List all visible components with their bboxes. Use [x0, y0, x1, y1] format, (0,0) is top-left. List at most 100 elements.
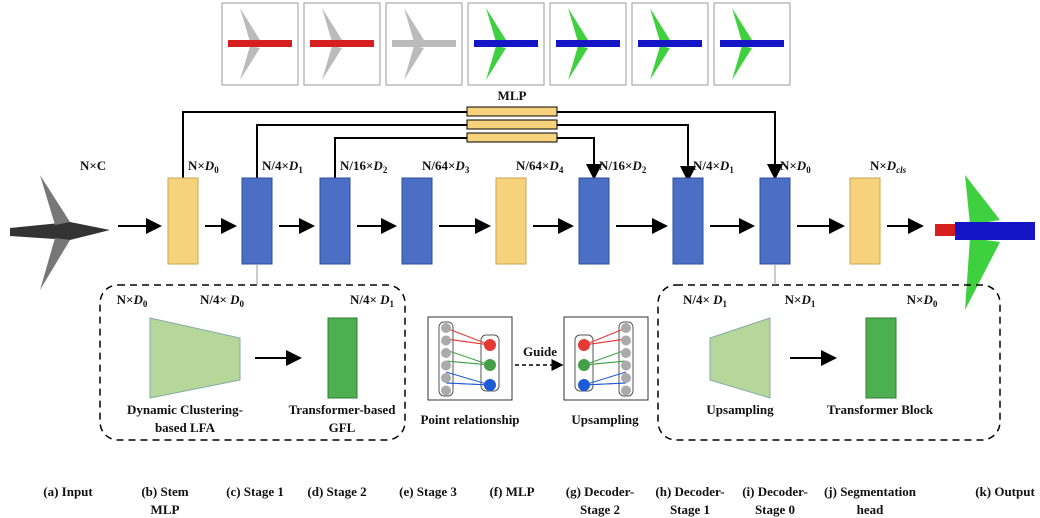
center: [578, 359, 590, 371]
dim-var: D: [712, 292, 723, 307]
point: [441, 336, 451, 346]
fuselage: [310, 40, 374, 47]
dim-var: D: [454, 158, 465, 173]
caption: (a) Input: [43, 484, 93, 499]
point: [441, 373, 451, 383]
fuselage: [638, 40, 702, 47]
input-cloud: [10, 175, 110, 290]
dim-var: D: [288, 158, 299, 173]
block: [760, 178, 790, 264]
tb-shape: [866, 318, 896, 398]
dim-var: D: [922, 292, 933, 307]
caption: (k) Output: [975, 484, 1035, 499]
caption: (j) Segmentation: [824, 484, 917, 499]
point: [621, 336, 631, 346]
dim-sub: 0: [143, 299, 148, 309]
dim-var: D: [132, 292, 143, 307]
dim-var: D: [229, 292, 240, 307]
caption-line: based LFA: [155, 420, 216, 435]
center: [484, 359, 496, 371]
caption: (d) Stage 2: [307, 484, 366, 499]
dim-pre: N×: [870, 158, 887, 173]
center: [484, 339, 496, 351]
point: [441, 323, 451, 333]
block: [320, 178, 350, 264]
dim-label: N/4×D1: [693, 158, 734, 175]
caption: MLP: [151, 502, 180, 517]
dim-label: N/4× D0: [200, 292, 245, 309]
dim-label: N×Dcls: [870, 158, 907, 175]
dim-sub: cls: [896, 165, 906, 175]
caption-line: GFL: [329, 420, 356, 435]
dim-label: N/4× D1: [683, 292, 728, 309]
dim-var: D: [372, 158, 383, 173]
dim-label: N/4× D1: [350, 292, 395, 309]
dim-sub: 1: [723, 299, 728, 309]
dim-sub: 1: [298, 165, 303, 175]
dim-pre: N×: [780, 158, 797, 173]
dim-var: D: [800, 292, 811, 307]
fuselage: [228, 40, 292, 47]
dim-sub: 0: [933, 299, 938, 309]
block: [673, 178, 703, 264]
lfa-shape: [150, 318, 240, 398]
dim-sub: 1: [729, 165, 734, 175]
dim-sub: 0: [806, 165, 811, 175]
dim-sub: 3: [465, 165, 470, 175]
dim-pre: N×: [907, 292, 924, 307]
block: [579, 178, 609, 264]
caption: (c) Stage 1: [226, 484, 284, 499]
point: [441, 386, 451, 396]
point: [621, 361, 631, 371]
dim-label: N×D0: [780, 158, 811, 175]
caption: Stage 2: [580, 502, 620, 517]
caption: Stage 1: [670, 502, 710, 517]
dim-pre: N/64×: [422, 158, 455, 173]
caption-line: Transformer-based: [289, 402, 397, 417]
caption: (f) MLP: [489, 484, 534, 499]
dim-sub: 1: [390, 299, 395, 309]
block: [402, 178, 432, 264]
point: [441, 348, 451, 358]
caption-line: Dynamic Clustering-: [127, 402, 243, 417]
caption: (h) Decoder-: [655, 484, 724, 499]
dim-sub: 0: [214, 165, 219, 175]
dim-pre: N/4×: [693, 158, 720, 173]
point: [621, 348, 631, 358]
center: [578, 379, 590, 391]
fuselage: [392, 40, 456, 47]
upsampling-shape: [710, 318, 770, 398]
point: [441, 361, 451, 371]
dim-sub: 2: [642, 165, 647, 175]
caption: (b) Stem: [141, 484, 188, 499]
dim-sub: 0: [240, 299, 245, 309]
dim-pre: N/4×: [350, 292, 380, 307]
dim-var: D: [796, 158, 807, 173]
dim-label: N×C: [80, 158, 106, 173]
dim-pre: N/4×: [262, 158, 289, 173]
dim-var: D: [631, 158, 642, 173]
caption: Stage 0: [755, 502, 795, 517]
dim-var: D: [379, 292, 390, 307]
caption: (g) Decoder-: [566, 484, 634, 499]
center: [484, 379, 496, 391]
dim-pre: N/64×: [516, 158, 549, 173]
mlp-blocks: [467, 107, 557, 142]
caption-line: Transformer Block: [827, 402, 934, 417]
dim-var: D: [886, 158, 897, 173]
mlp-label: MLP: [498, 88, 527, 103]
dim-label: N×D0: [188, 158, 219, 175]
caption: (e) Stage 3: [399, 484, 457, 499]
dim-sub: 2: [383, 165, 388, 175]
dim-var: D: [204, 158, 215, 173]
dim-pre: N/16×: [340, 158, 373, 173]
fuselage: [474, 40, 538, 47]
dim-pre: N/16×: [599, 158, 632, 173]
dim-pre: N/4×: [683, 292, 713, 307]
guide-label: Guide: [523, 344, 557, 359]
graph-frame: [564, 317, 648, 400]
dim-var: D: [719, 158, 730, 173]
dim-label: N×D1: [785, 292, 816, 309]
dim-pre: N×: [785, 292, 802, 307]
